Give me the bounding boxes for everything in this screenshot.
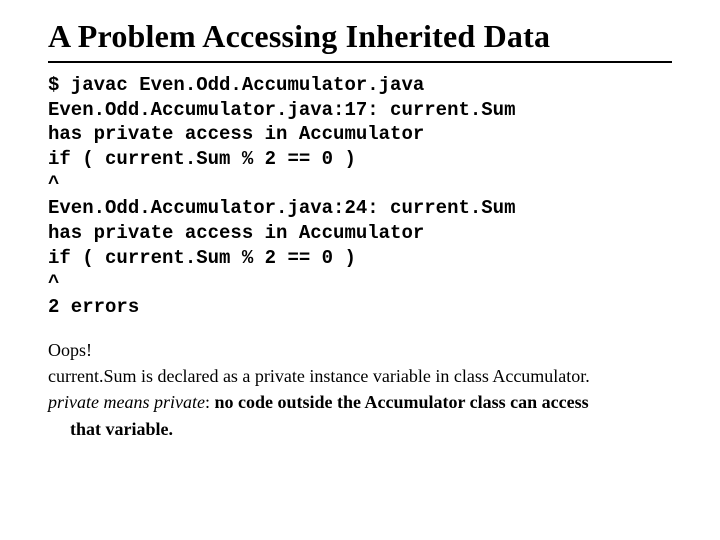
code-line: has private access in Accumulator bbox=[48, 222, 424, 244]
code-line: 2 errors bbox=[48, 296, 139, 318]
compiler-output: $ javac Even.Odd.Accumulator.java Even.O… bbox=[48, 73, 672, 320]
note-line: that variable. bbox=[48, 417, 672, 441]
bold-text: no code outside the Accumulator class ca… bbox=[214, 392, 588, 412]
code-line: if ( current.Sum % 2 == 0 ) bbox=[48, 148, 356, 170]
code-line: ^ bbox=[48, 272, 59, 294]
title-underline bbox=[48, 61, 672, 63]
code-line: Even.Odd.Accumulator.java:24: current.Su… bbox=[48, 197, 515, 219]
note-line: Oops! bbox=[48, 338, 672, 362]
slide-content: A Problem Accessing Inherited Data $ jav… bbox=[0, 0, 720, 463]
note-line: private means private: no code outside t… bbox=[48, 390, 672, 414]
note-line: current.Sum is declared as a private ins… bbox=[48, 364, 672, 388]
code-line: Even.Odd.Accumulator.java:17: current.Su… bbox=[48, 99, 515, 121]
explanation-notes: Oops! current.Sum is declared as a priva… bbox=[48, 338, 672, 441]
italic-text: private means private bbox=[48, 392, 205, 412]
slide-title: A Problem Accessing Inherited Data bbox=[48, 18, 672, 55]
bold-text: that variable. bbox=[70, 419, 173, 439]
code-line: $ javac Even.Odd.Accumulator.java bbox=[48, 74, 424, 96]
code-line: ^ bbox=[48, 173, 59, 195]
code-line: if ( current.Sum % 2 == 0 ) bbox=[48, 247, 356, 269]
code-line: has private access in Accumulator bbox=[48, 123, 424, 145]
